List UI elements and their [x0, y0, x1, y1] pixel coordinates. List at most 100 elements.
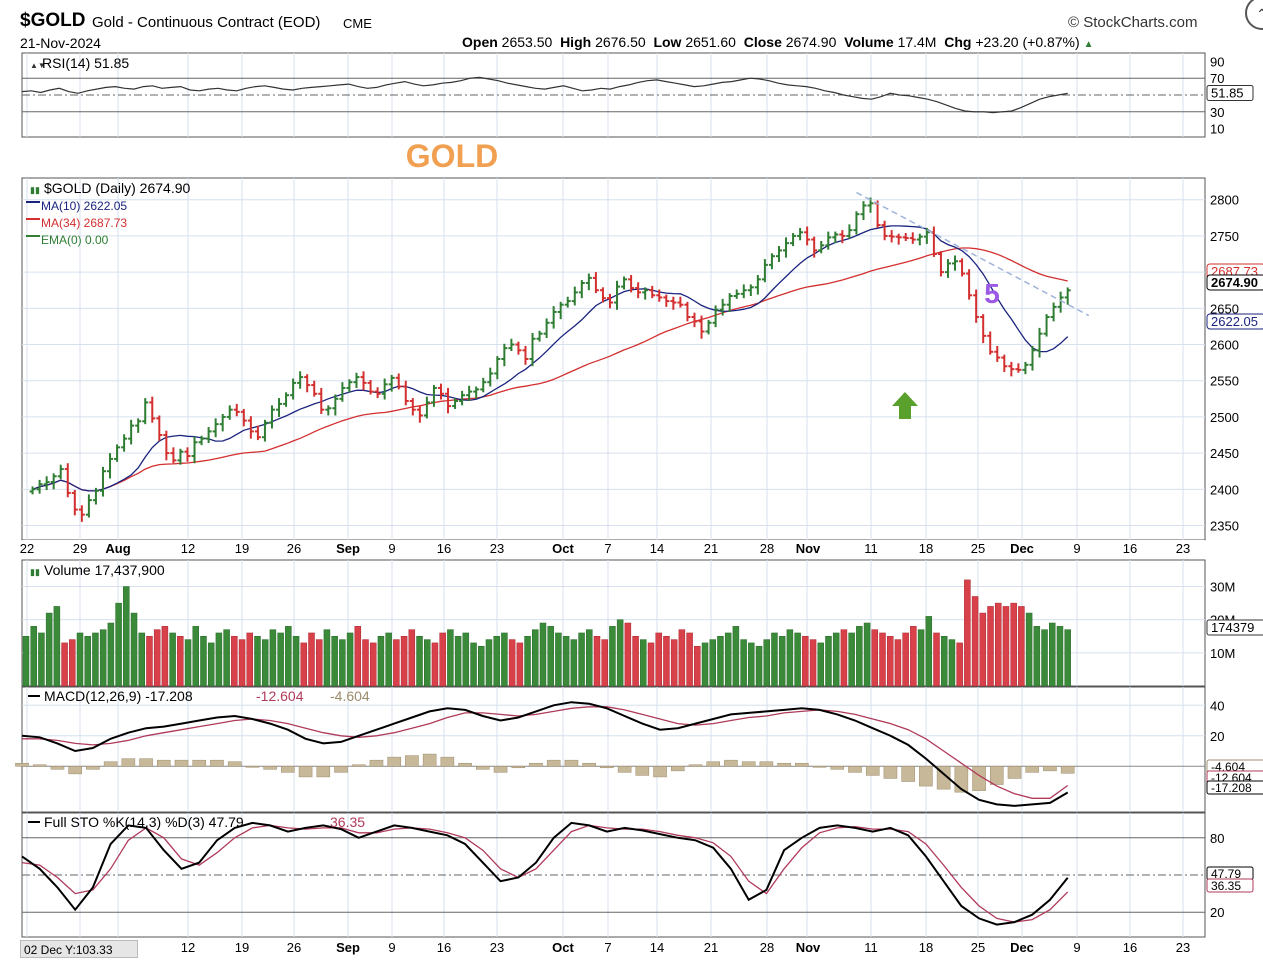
rsi-legend: RSI(14) 51.85	[42, 55, 129, 71]
x-axis-band	[22, 540, 1205, 558]
ohlc-bar	[839, 230, 846, 244]
volume-bar	[732, 626, 740, 687]
macd-histogram-bar	[281, 766, 295, 773]
volume-bar	[115, 602, 122, 687]
ohlc-bar	[522, 345, 529, 365]
ohlc-bar	[452, 398, 459, 409]
price-ytick-label: 2800	[1210, 193, 1239, 208]
x-tick-label: 28	[760, 541, 774, 556]
sto-ytick-label: 20	[1210, 905, 1224, 920]
ohlc-bar	[149, 396, 156, 423]
ohlc-bar	[43, 476, 50, 491]
ohlc-bar	[311, 380, 318, 397]
ohlc-bar	[135, 418, 142, 433]
volume-bar	[161, 626, 169, 687]
ohlc-bar	[346, 379, 353, 393]
volume-bar	[809, 639, 817, 687]
volume-bar	[964, 579, 971, 687]
volume-bar	[1018, 606, 1025, 687]
volume-bar	[840, 629, 848, 687]
chevron-up-icon[interactable]: ⌃	[1256, 6, 1263, 22]
ohlc-bar	[297, 371, 304, 389]
x-tick-label: 25	[971, 541, 985, 556]
volume-bar	[724, 632, 732, 687]
x-tick-label: 21	[704, 541, 718, 556]
x-tick-label: 14	[650, 541, 664, 556]
macd-legend: MACD(12,26,9) -17.208	[44, 688, 193, 704]
up-triangle-icon: ▲	[1083, 39, 1094, 50]
macd-histogram-bar	[50, 766, 65, 770]
macd-histogram-bar	[582, 762, 596, 767]
volume-bar	[22, 636, 30, 687]
volume-bar	[532, 629, 539, 687]
ohlc-bar	[325, 405, 332, 416]
rsi-ytick-label: 70	[1210, 71, 1224, 86]
macd-histogram-bar	[990, 766, 1004, 785]
ohlc-bar	[550, 306, 557, 329]
volume-bar	[547, 626, 554, 687]
x-tick-label: 26	[287, 541, 301, 556]
ohlc-bar	[276, 398, 283, 417]
x-tick-label: Sep	[336, 940, 360, 955]
ma34-line	[32, 247, 1068, 492]
ohlc-bar	[684, 301, 691, 322]
x-tick-label: 23	[1176, 541, 1190, 556]
macd-histogram-bar	[883, 766, 898, 779]
volume-bar	[1025, 612, 1033, 687]
x-tick-label: 7	[604, 940, 611, 955]
volume-bar	[917, 629, 925, 687]
ohlc-bar	[1043, 314, 1050, 337]
volume-bar	[485, 639, 493, 687]
ohlc-bar	[832, 231, 839, 244]
volume-bar	[562, 636, 570, 687]
macd-histogram-bar	[440, 756, 455, 767]
ohlc-bar	[733, 289, 740, 299]
ohlc-bar	[212, 418, 219, 438]
ohlc-bar	[987, 331, 994, 355]
ohlc-bar	[416, 405, 423, 423]
volume-bar	[416, 636, 423, 687]
ohlc-bar	[395, 373, 402, 390]
price-ytick-label: 2650	[1210, 301, 1239, 316]
volume-bar	[778, 636, 786, 687]
macd-histogram-bar	[848, 766, 862, 773]
x-tick-label: 23	[490, 541, 504, 556]
ohlc-legend-icon: ▮▮	[30, 185, 40, 195]
ohlc-bar	[642, 287, 649, 300]
volume-bar	[362, 639, 369, 687]
close-label: Close	[743, 34, 782, 50]
ohlc-bar	[846, 224, 853, 239]
macd-ytick-label: 20	[1210, 729, 1224, 744]
macd-histogram-bar	[422, 753, 437, 767]
x-tick-label: 11	[864, 541, 878, 556]
volume-bar	[871, 629, 879, 687]
ticker-symbol: $GOLD	[20, 10, 86, 31]
macd-histogram-bar	[795, 762, 809, 767]
volume-bar	[616, 619, 624, 687]
ohlc-bar	[156, 415, 163, 441]
volume-bar	[624, 622, 632, 687]
volume-bar	[462, 632, 470, 687]
volume-bar	[478, 645, 485, 687]
ohlc-bar	[163, 430, 170, 461]
up-arrow-icon	[892, 392, 918, 419]
macd-histogram-bar	[635, 766, 650, 776]
ohlc-bar	[959, 258, 966, 277]
close-value: 2674.90	[785, 34, 837, 50]
volume-bar	[994, 602, 1002, 687]
x-tick-label: Dec	[1010, 541, 1034, 556]
volume-bar	[292, 636, 300, 687]
stockcharts-logo[interactable]: © StockCharts.com	[1068, 14, 1198, 31]
volume-bar	[400, 636, 408, 687]
volume-ytick-label: 30M	[1210, 580, 1235, 595]
volume-bar	[717, 636, 724, 687]
sto-value-tag-text: 47.79	[1211, 867, 1241, 881]
volume-bar	[354, 626, 362, 687]
ohlc-bar	[1022, 361, 1029, 375]
ohlc-bar	[205, 427, 212, 443]
volume-bar	[269, 629, 277, 687]
volume-bar	[971, 596, 979, 687]
ohlc-bar	[916, 233, 923, 246]
chart-date: 21-Nov-2024	[20, 35, 101, 51]
